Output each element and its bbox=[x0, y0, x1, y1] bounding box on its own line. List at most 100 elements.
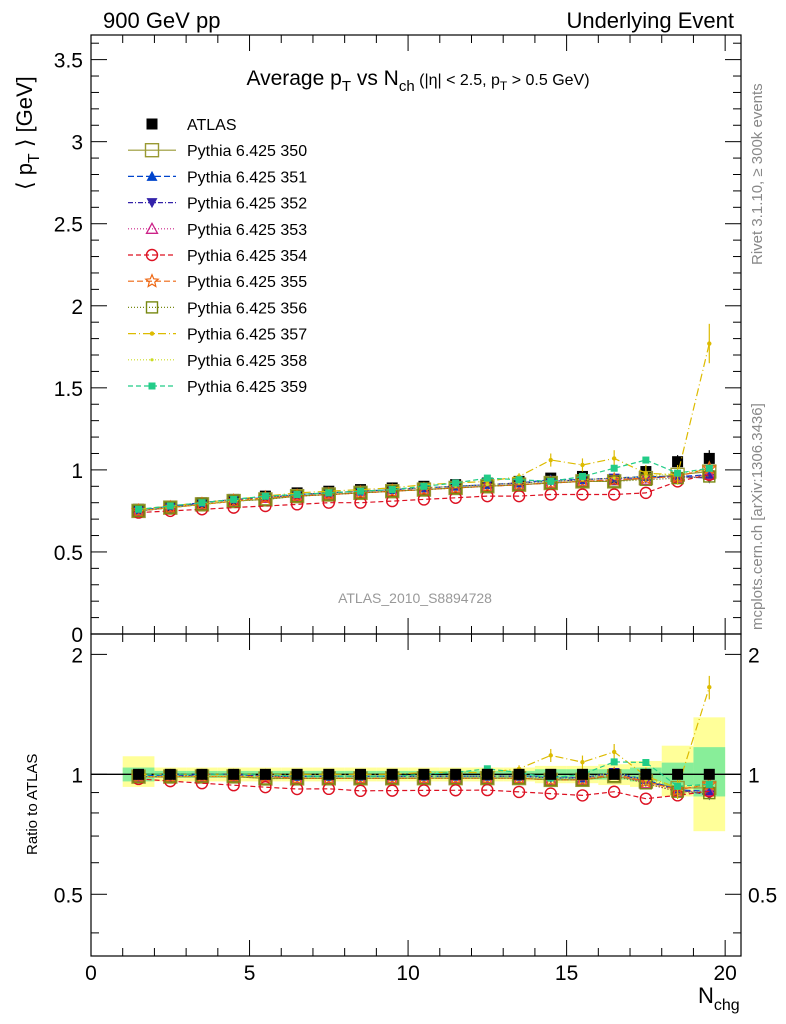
legend-item: Pythia 6.425 353 bbox=[128, 222, 307, 239]
data-point bbox=[703, 452, 715, 464]
ratio-panel: 0.5 0.5 1 1 2 2 0 5 10 15 20 Ratio to ATLAS Nchg bbox=[24, 633, 777, 1014]
data-point bbox=[230, 495, 238, 503]
ratio-point bbox=[323, 768, 335, 780]
main-y-tick-label: 1.5 bbox=[54, 378, 83, 401]
legend-marker bbox=[145, 221, 159, 234]
ratio-point bbox=[196, 768, 208, 780]
main-y-tick-label: 1 bbox=[71, 460, 83, 483]
legend-label: Pythia 6.425 351 bbox=[187, 169, 307, 186]
ratio-point bbox=[580, 759, 585, 765]
legend-marker bbox=[146, 118, 158, 130]
data-point bbox=[574, 473, 591, 488]
ratio-point bbox=[545, 768, 557, 780]
legend-item: Pythia 6.425 357 bbox=[128, 327, 307, 344]
ratio-point bbox=[386, 768, 398, 780]
legend-marker bbox=[146, 198, 158, 209]
data-point bbox=[388, 486, 396, 494]
legend-marker bbox=[144, 142, 160, 158]
legend-marker bbox=[144, 273, 160, 288]
main-y-axis-label: ⟨ pT ⟩ [GeV] bbox=[12, 76, 43, 190]
data-point bbox=[607, 488, 621, 501]
header-left: 900 GeV pp bbox=[103, 8, 220, 33]
legend-label: Pythia 6.425 354 bbox=[187, 248, 307, 265]
x-tick-labels: 0 5 10 15 20 bbox=[85, 962, 737, 985]
main-y-tick-label: 2 bbox=[71, 296, 83, 319]
legend-item: Pythia 6.425 355 bbox=[128, 273, 307, 291]
data-point bbox=[705, 464, 713, 472]
ratio-point bbox=[610, 758, 618, 766]
main-series-layer bbox=[130, 323, 717, 519]
main-title: Average pT vs Nch (|η| < 2.5, pT > 0.5 G… bbox=[246, 67, 589, 95]
ratio-ticks bbox=[90, 634, 741, 956]
data-point bbox=[610, 464, 618, 472]
data-point bbox=[580, 462, 585, 468]
series-5 bbox=[132, 468, 716, 519]
data-point bbox=[354, 486, 367, 500]
data-point bbox=[548, 457, 553, 463]
data-point bbox=[452, 479, 460, 487]
ratio-point bbox=[576, 789, 589, 802]
legend-label: Pythia 6.425 353 bbox=[187, 222, 307, 239]
data-point bbox=[322, 488, 336, 501]
legend-marker bbox=[148, 382, 156, 390]
legend-label: Pythia 6.425 355 bbox=[187, 274, 307, 291]
ratio-point bbox=[674, 782, 682, 790]
ratio-series-layer bbox=[91, 675, 741, 805]
main-y-tick-label: 0.5 bbox=[54, 542, 83, 565]
legend-item: Pythia 6.425 352 bbox=[128, 196, 307, 213]
ratio-point bbox=[513, 768, 525, 780]
x-tick-label: 15 bbox=[555, 962, 578, 985]
legend: ATLAS Pythia 6.425 350 Pythia 6.425 351 Pyt… bbox=[128, 117, 307, 396]
ratio-point bbox=[483, 765, 491, 773]
ratio-point bbox=[259, 768, 271, 780]
data-point bbox=[485, 483, 489, 487]
data-point bbox=[642, 456, 650, 464]
ratio-point bbox=[702, 784, 716, 797]
data-point bbox=[132, 504, 145, 518]
series-line bbox=[138, 474, 710, 514]
ratio-point bbox=[607, 785, 621, 798]
series-10 bbox=[135, 456, 713, 513]
data-point bbox=[576, 488, 589, 501]
mcplots-label: mcplots.cern.ch [arXiv:1306.3436] bbox=[749, 403, 766, 630]
ratio-y-tick-label: 1 bbox=[71, 764, 83, 787]
ratio-y-tick-label-right: 0.5 bbox=[748, 884, 777, 907]
header-right: Underlying Event bbox=[566, 8, 734, 33]
data-point bbox=[544, 476, 557, 490]
data-point bbox=[639, 486, 653, 500]
main-y-tick-labels: 0 0.5 1 1.5 2 2.5 3 3.5 bbox=[54, 50, 83, 647]
data-point bbox=[607, 475, 621, 488]
ratio-y-tick-label: 2 bbox=[71, 644, 83, 667]
data-point bbox=[644, 474, 648, 479]
main-y-tick-label: 2.5 bbox=[54, 214, 83, 237]
ratio-point bbox=[354, 784, 367, 798]
main-y-tick-label: 3.5 bbox=[54, 50, 83, 73]
data-point bbox=[198, 499, 206, 507]
ratio-line bbox=[138, 778, 710, 800]
legend-item: Pythia 6.425 354 bbox=[128, 248, 307, 265]
data-point bbox=[674, 469, 682, 477]
data-point bbox=[547, 477, 555, 485]
legend-item: Pythia 6.425 358 bbox=[128, 353, 307, 370]
legend-label: ATLAS bbox=[187, 117, 237, 134]
legend-item: Pythia 6.425 350 bbox=[128, 142, 307, 160]
legend-label: Pythia 6.425 352 bbox=[187, 196, 307, 213]
legend-label: Pythia 6.425 357 bbox=[187, 327, 307, 344]
data-point bbox=[261, 492, 269, 500]
data-point bbox=[325, 489, 333, 497]
ratio-y-axis-label: Ratio to ATLAS bbox=[24, 754, 41, 855]
x-tick-label: 5 bbox=[244, 962, 256, 985]
ratio-point bbox=[608, 768, 620, 780]
ratio-y-tick-label-right: 1 bbox=[748, 764, 760, 787]
data-point bbox=[293, 491, 301, 499]
ratio-point bbox=[417, 784, 431, 797]
ratio-frame bbox=[90, 633, 742, 957]
data-point bbox=[483, 474, 491, 482]
ratio-series-0 bbox=[133, 768, 715, 780]
legend-label: Pythia 6.425 359 bbox=[187, 379, 307, 396]
ratio-point bbox=[640, 768, 652, 780]
ratio-point bbox=[386, 784, 399, 797]
ratio-point bbox=[576, 768, 588, 780]
data-point bbox=[515, 476, 523, 484]
data-point bbox=[481, 489, 494, 503]
